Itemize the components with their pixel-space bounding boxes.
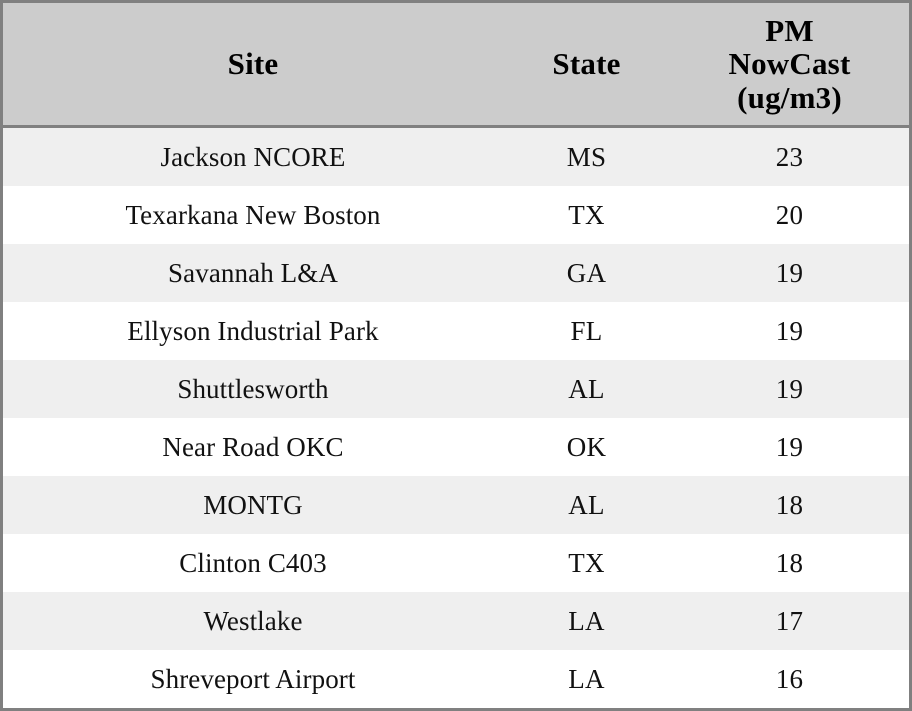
table-row: Shreveport Airport LA 16: [3, 650, 909, 708]
cell-state: MS: [503, 126, 670, 186]
cell-value: 19: [670, 244, 909, 302]
cell-state: GA: [503, 244, 670, 302]
cell-site: Near Road OKC: [3, 418, 503, 476]
cell-site: Ellyson Industrial Park: [3, 302, 503, 360]
column-header-pm-nowcast: PM NowCast (ug/m3): [670, 3, 909, 128]
cell-site: Westlake: [3, 592, 503, 650]
cell-value: 20: [670, 186, 909, 244]
table-row: Westlake LA 17: [3, 592, 909, 650]
column-header-state-label: State: [552, 46, 621, 82]
cell-site: Shuttlesworth: [3, 360, 503, 418]
table-row: Texarkana New Boston TX 20: [3, 186, 909, 244]
cell-site: MONTG: [3, 476, 503, 534]
cell-state: TX: [503, 186, 670, 244]
cell-value: 17: [670, 592, 909, 650]
table-header-row: Site State PM NowCast (ug/m3): [3, 3, 909, 128]
table-row: Jackson NCORE MS 23: [3, 126, 909, 186]
cell-site: Shreveport Airport: [3, 650, 503, 708]
cell-value: 18: [670, 476, 909, 534]
table-row: Shuttlesworth AL 19: [3, 360, 909, 418]
column-header-site: Site: [3, 3, 503, 128]
cell-state: LA: [503, 592, 670, 650]
cell-state: LA: [503, 650, 670, 708]
cell-site: Savannah L&A: [3, 244, 503, 302]
cell-site: Texarkana New Boston: [3, 186, 503, 244]
cell-state: TX: [503, 534, 670, 592]
table-row: Near Road OKC OK 19: [3, 418, 909, 476]
cell-value: 19: [670, 360, 909, 418]
cell-state: OK: [503, 418, 670, 476]
table-row: Clinton C403 TX 18: [3, 534, 909, 592]
cell-site: Clinton C403: [3, 534, 503, 592]
cell-state: AL: [503, 476, 670, 534]
table-header: Site State PM NowCast (ug/m3): [3, 3, 909, 128]
cell-value: 23: [670, 126, 909, 186]
cell-site: Jackson NCORE: [3, 126, 503, 186]
cell-value: 19: [670, 302, 909, 360]
table-row: Savannah L&A GA 19: [3, 244, 909, 302]
cell-value: 16: [670, 650, 909, 708]
column-header-state: State: [503, 3, 670, 128]
cell-value: 19: [670, 418, 909, 476]
pm-nowcast-table: Site State PM NowCast (ug/m3) Jackson NC…: [3, 3, 909, 708]
column-header-site-label: Site: [227, 46, 279, 82]
cell-value: 18: [670, 534, 909, 592]
table-body: Jackson NCORE MS 23 Texarkana New Boston TX 2…: [3, 126, 909, 708]
cell-state: AL: [503, 360, 670, 418]
table-row: Ellyson Industrial Park FL 19: [3, 302, 909, 360]
table-row: MONTG AL 18: [3, 476, 909, 534]
cell-state: FL: [503, 302, 670, 360]
column-header-pm-nowcast-line1: PM: [765, 12, 814, 48]
column-header-pm-nowcast-line2: NowCast: [728, 46, 851, 82]
column-header-pm-nowcast-line3: (ug/m3): [737, 79, 842, 115]
